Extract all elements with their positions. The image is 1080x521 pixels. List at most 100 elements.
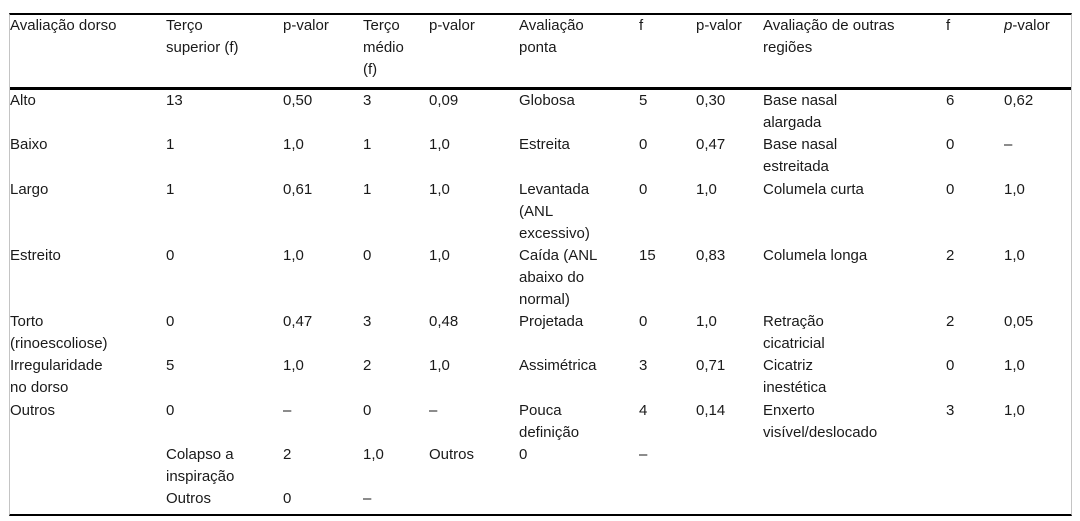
table-cell: 0,47 <box>696 135 726 153</box>
column-header-f-ponta: f <box>639 15 696 90</box>
results-table-container: Avaliação dorso Terço superior (f) p-val… <box>9 13 1072 516</box>
table-cell: 0 <box>519 445 528 463</box>
column-header-p-valor-medio: p-valor <box>429 15 519 90</box>
table-cell: 5 <box>639 91 648 109</box>
table-cell: 1,0 <box>283 356 304 374</box>
table-cell: 1,0 <box>1004 180 1025 198</box>
table-cell: Colapso a inspiração <box>166 445 235 485</box>
table-row: Baixo 1 1,0 1 1,0 Estreita 0 0,47 Base nasal est… <box>10 134 1071 179</box>
table-cell: 4 <box>639 401 648 419</box>
results-table: Avaliação dorso Terço superior (f) p-val… <box>10 15 1071 514</box>
table-cell: 1,0 <box>283 135 304 153</box>
table-cell: 1 <box>363 135 372 153</box>
table-cell: 1 <box>363 180 372 198</box>
table-cell: 2 <box>283 445 292 463</box>
table-cell: 0 <box>639 312 648 330</box>
table-cell: 1,0 <box>429 246 450 264</box>
table-cell: 1,0 <box>429 356 450 374</box>
table-cell: 6 <box>946 91 955 109</box>
table-cell <box>639 488 696 514</box>
table-cell <box>946 444 1004 488</box>
table-row: Alto 13 0,50 3 0,09 Globosa 5 0,30 Base nasal al… <box>10 88 1071 134</box>
table-cell: 0,61 <box>283 180 313 198</box>
table-cell: 1,0 <box>1004 401 1025 419</box>
table-cell: 0,30 <box>696 91 726 109</box>
table-cell: 0,09 <box>429 91 459 109</box>
table-cell: Projetada <box>519 312 584 330</box>
table-cell: 0 <box>639 180 648 198</box>
table-cell: Levantada (ANL excessivo) <box>519 180 590 242</box>
table-cell: 3 <box>946 401 955 419</box>
p-italic-text: p <box>1004 17 1013 34</box>
table-cell: Estreita <box>519 135 570 153</box>
table-cell: 0,05 <box>1004 312 1034 330</box>
table-cell: Cicatriz inestética <box>763 356 827 396</box>
table-cell: Torto (rinoescoliose) <box>10 312 108 352</box>
p-valor-rest-text: -valor <box>1012 17 1050 34</box>
table-cell: 3 <box>363 312 372 330</box>
table-cell: 0 <box>166 401 175 419</box>
table-cell: 3 <box>639 356 648 374</box>
table-cell: – <box>429 401 438 419</box>
table-cell: 13 <box>166 91 183 109</box>
table-cell: 0,14 <box>696 401 726 419</box>
table-cell: 0,62 <box>1004 91 1034 109</box>
table-row: Estreito 0 1,0 0 1,0 Caída (ANL abaixo do nor… <box>10 245 1071 311</box>
table-cell: 1 <box>166 180 175 198</box>
table-cell: 2 <box>946 312 955 330</box>
table-cell: 1,0 <box>1004 356 1025 374</box>
table-cell: Outros <box>166 489 212 507</box>
table-cell: 15 <box>639 246 656 264</box>
table-body: Alto 13 0,50 3 0,09 Globosa 5 0,30 Base nasal al… <box>10 88 1071 514</box>
table-cell: 1,0 <box>363 445 384 463</box>
table-cell: Outros <box>429 445 475 463</box>
table-cell: Alto <box>10 91 36 109</box>
table-row: Colapso a inspiração 2 1,0 Outros 0 – <box>10 444 1071 488</box>
table-cell: 0 <box>639 135 648 153</box>
table-cell: 5 <box>166 356 175 374</box>
table-row: Torto (rinoescoliose) 0 0,47 3 0,48 Projetada… <box>10 311 1071 355</box>
table-cell: 0,83 <box>696 246 726 264</box>
table-cell: Largo <box>10 180 49 198</box>
table-row: Largo 1 0,61 1 1,0 Levantada (ANL excessivo) 0… <box>10 179 1071 245</box>
table-cell: 0 <box>166 312 175 330</box>
column-header-avaliacao-dorso: Avaliação dorso <box>10 15 166 90</box>
table-cell: Assimétrica <box>519 356 597 374</box>
table-cell: Columela curta <box>763 180 864 198</box>
column-header-avaliacao-outras-regioes: Avaliação de outras regiões <box>763 15 946 90</box>
table-cell: 0 <box>363 246 372 264</box>
table-cell: Enxerto visível/deslocado <box>763 401 878 441</box>
table-cell: 2 <box>363 356 372 374</box>
table-cell: Pouca definição <box>519 401 580 441</box>
table-cell: 0 <box>363 401 372 419</box>
table-cell: 0,71 <box>696 356 726 374</box>
table-cell: Irregularidade no dorso <box>10 356 103 396</box>
table-cell: – <box>639 445 648 463</box>
table-cell: 0,47 <box>283 312 313 330</box>
table-cell: – <box>363 489 372 507</box>
table-cell: Caída (ANL abaixo do normal) <box>519 246 598 308</box>
table-header: Avaliação dorso Terço superior (f) p-val… <box>10 15 1071 90</box>
table-cell: Estreito <box>10 246 61 264</box>
table-cell: Columela longa <box>763 246 868 264</box>
table-cell <box>1004 488 1071 514</box>
table-cell: 1,0 <box>696 180 717 198</box>
table-cell <box>763 444 946 488</box>
table-cell <box>10 444 166 488</box>
table-cell: 0,48 <box>429 312 459 330</box>
table-cell: 0 <box>283 489 292 507</box>
table-cell <box>519 488 639 514</box>
column-header-p-valor-superior: p-valor <box>283 15 363 90</box>
table-cell: 1,0 <box>1004 246 1025 264</box>
column-header-terco-medio: Terço médio (f) <box>363 15 429 90</box>
table-row: Irregularidade no dorso 5 1,0 2 1,0 Assimétri… <box>10 355 1071 400</box>
table-cell: 1,0 <box>429 180 450 198</box>
table-cell: 1,0 <box>429 135 450 153</box>
table-row: Outros 0 – 0 – Pouca definição 4 0,14 Enxerto vi… <box>10 400 1071 444</box>
table-header-row: Avaliação dorso Terço superior (f) p-val… <box>10 15 1071 90</box>
table-cell <box>10 488 166 514</box>
column-header-p-valor-ponta: p-valor <box>696 15 763 90</box>
table-cell: 2 <box>946 246 955 264</box>
table-cell: Baixo <box>10 135 48 153</box>
table-cell <box>429 488 519 514</box>
